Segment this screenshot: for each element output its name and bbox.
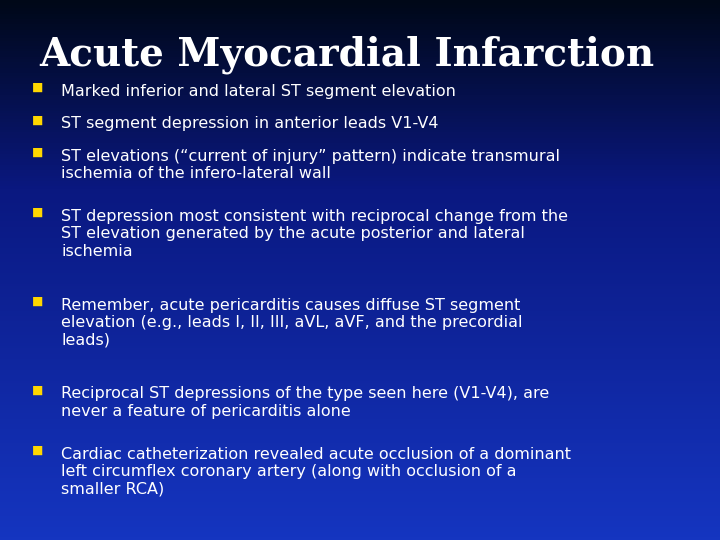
Text: Remember, acute pericarditis causes diffuse ST segment
elevation (e.g., leads I,: Remember, acute pericarditis causes diff… (61, 298, 523, 347)
Text: ST elevations (“current of injury” pattern) indicate transmural
ischemia of the : ST elevations (“current of injury” patte… (61, 148, 560, 181)
Text: ■: ■ (32, 383, 43, 396)
Text: ■: ■ (32, 113, 43, 126)
Text: ■: ■ (32, 81, 43, 94)
Text: Acute Myocardial Infarction: Acute Myocardial Infarction (40, 35, 654, 73)
Text: ■: ■ (32, 295, 43, 308)
Text: ST depression most consistent with reciprocal change from the
ST elevation gener: ST depression most consistent with recip… (61, 209, 568, 259)
Text: Cardiac catheterization revealed acute occlusion of a dominant
left circumflex c: Cardiac catheterization revealed acute o… (61, 447, 571, 496)
Text: ■: ■ (32, 146, 43, 159)
Text: ■: ■ (32, 206, 43, 219)
Text: ST segment depression in anterior leads V1-V4: ST segment depression in anterior leads … (61, 116, 438, 131)
Text: Marked inferior and lateral ST segment elevation: Marked inferior and lateral ST segment e… (61, 84, 456, 99)
Text: ■: ■ (32, 444, 43, 457)
Text: Reciprocal ST depressions of the type seen here (V1-V4), are
never a feature of : Reciprocal ST depressions of the type se… (61, 386, 549, 418)
